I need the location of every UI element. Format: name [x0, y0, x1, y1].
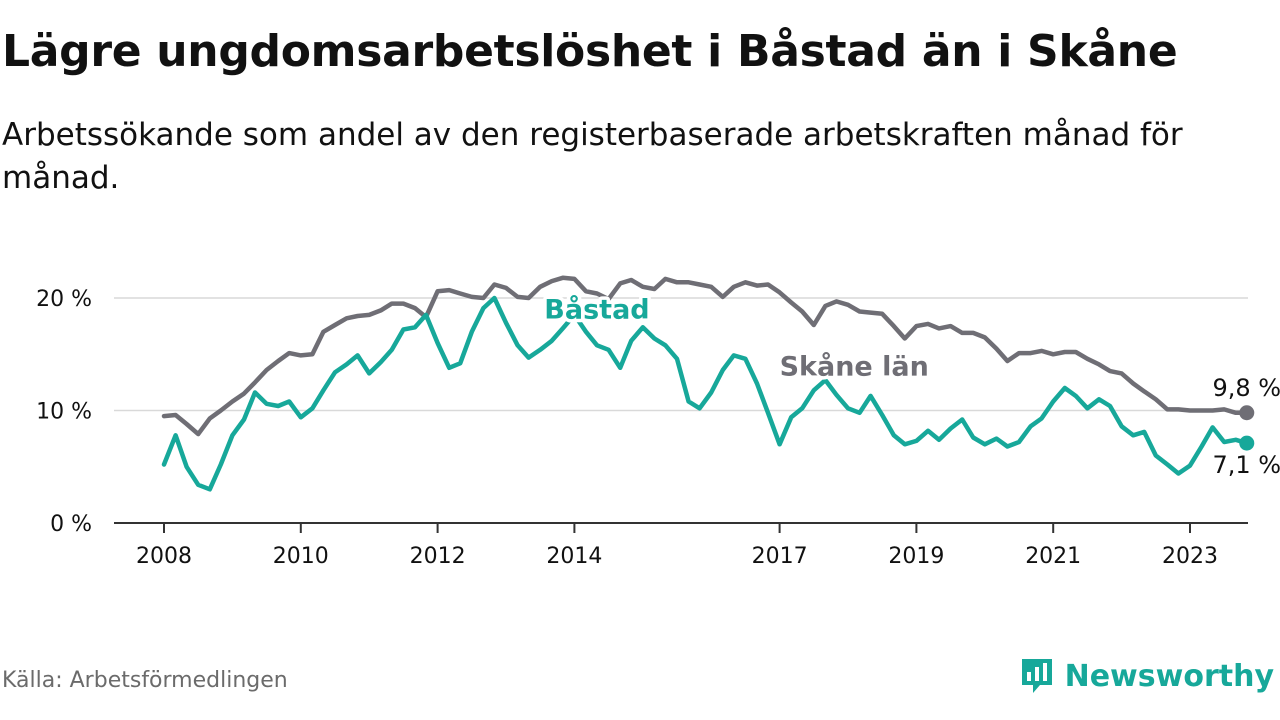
y-tick-label: 0 %	[50, 512, 92, 537]
x-tick-label: 2014	[546, 544, 602, 569]
x-tick-label: 2019	[888, 544, 944, 569]
series-label-skane: Skåne län	[780, 351, 929, 383]
end-value-label-skane: 9,8 %	[1212, 374, 1280, 402]
x-tick-label: 2021	[1025, 544, 1081, 569]
end-markers: 9,8 % 7,1 %	[1210, 371, 1280, 481]
series-labels: Skåne län Båstad	[541, 290, 933, 386]
brand-logo[interactable]: Newsworthy	[1019, 653, 1274, 699]
series-label-bastad: Båstad	[544, 293, 649, 325]
x-axis: 2008 2010 2012 2014 2017 2019 2021 2023	[114, 522, 1248, 569]
x-tick-label: 2008	[136, 544, 192, 569]
chart-title: Lägre ungdomsarbetslöshet i Båstad än i …	[2, 26, 1178, 77]
newsworthy-logo-icon	[1021, 659, 1052, 693]
chart-subtitle: Arbetssökande som andel av den registerb…	[2, 117, 1183, 196]
series-line-skane	[161, 275, 1250, 437]
brand-name: Newsworthy	[1064, 658, 1274, 694]
gridlines	[114, 297, 1248, 412]
end-marker-skane	[1239, 405, 1255, 421]
x-tick-label: 2010	[273, 544, 329, 569]
end-value-label-bastad: 7,1 %	[1212, 451, 1280, 479]
series-lines	[161, 275, 1250, 492]
x-tick-label: 2023	[1162, 544, 1218, 569]
x-tick-label: 2017	[752, 544, 808, 569]
y-tick-label: 10 %	[36, 400, 92, 425]
source-note: Källa: Arbetsförmedlingen	[2, 668, 288, 693]
series-line-bastad	[161, 295, 1250, 492]
y-tick-labels: 0 % 10 % 20 %	[36, 287, 92, 537]
end-marker-bastad	[1239, 435, 1255, 451]
y-tick-label: 20 %	[36, 287, 92, 312]
x-tick-label: 2012	[410, 544, 466, 569]
